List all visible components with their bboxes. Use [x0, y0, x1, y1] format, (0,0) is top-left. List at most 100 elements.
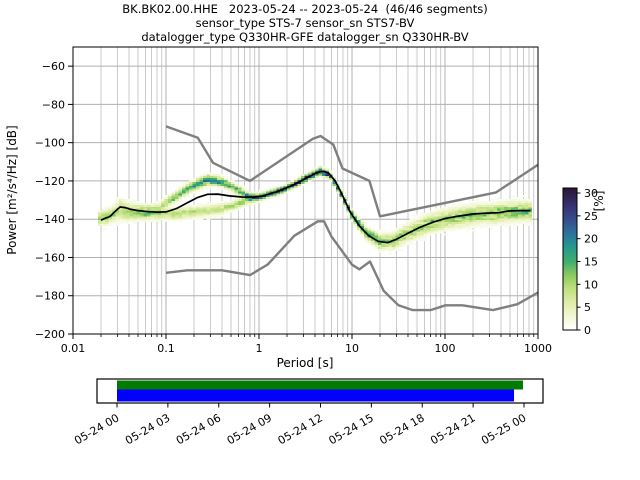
- histogram-cell: [475, 201, 480, 203]
- histogram-cell: [433, 225, 438, 228]
- histogram-cell: [220, 208, 225, 211]
- histogram-cell: [227, 202, 232, 205]
- title-line3: datalogger_type Q330HR-GFE datalogger_sn…: [141, 30, 468, 44]
- histogram-cell: [371, 227, 375, 230]
- histogram-cell: [374, 233, 379, 236]
- histogram-cell: [108, 210, 113, 213]
- histogram-cell: [206, 201, 211, 203]
- histogram-cell: [269, 195, 274, 198]
- histogram-cell: [196, 185, 200, 188]
- histogram-cell: [412, 231, 417, 234]
- histogram-cell: [329, 172, 333, 175]
- histogram-cell: [489, 214, 494, 217]
- histogram-cell: [238, 189, 242, 192]
- histogram-cell: [433, 218, 438, 221]
- histogram-cell: [486, 223, 491, 226]
- histogram-cell: [196, 189, 200, 192]
- histogram-cell: [528, 216, 532, 219]
- histogram-cell: [213, 181, 218, 184]
- histogram-cell: [199, 212, 204, 215]
- histogram-cell: [385, 239, 389, 242]
- histogram-cell: [164, 201, 169, 203]
- histogram-cell: [322, 166, 326, 169]
- histogram-cell: [440, 212, 445, 215]
- histogram-cell: [524, 199, 529, 202]
- histogram-cell: [447, 220, 452, 223]
- histogram-cell: [357, 222, 361, 224]
- histogram-cell: [364, 241, 368, 244]
- histogram-cell: [371, 243, 375, 246]
- histogram-cell: [447, 214, 452, 217]
- histogram-cell: [196, 187, 200, 190]
- y-tick-label: −80: [42, 98, 65, 111]
- histogram-cell: [472, 202, 477, 205]
- histogram-cell: [437, 212, 442, 215]
- histogram-cell: [465, 202, 470, 205]
- histogram-cell: [189, 216, 193, 219]
- histogram-cell: [419, 212, 424, 215]
- histogram-cell: [336, 187, 340, 190]
- histogram-cell: [290, 185, 295, 188]
- histogram-cell: [224, 208, 228, 211]
- histogram-cell: [371, 235, 375, 238]
- histogram-cell: [374, 241, 379, 244]
- histogram-cell: [164, 212, 169, 215]
- histogram-cell: [458, 220, 463, 223]
- histogram-cell: [395, 245, 400, 247]
- histogram-cell: [171, 202, 176, 205]
- histogram-cell: [210, 214, 214, 217]
- histogram-cell: [315, 174, 319, 177]
- histogram-cell: [143, 212, 148, 215]
- histogram-cell: [451, 208, 456, 211]
- histogram-cell: [98, 216, 102, 219]
- histogram-cell: [507, 218, 511, 221]
- histogram-cell: [238, 206, 242, 209]
- histogram-cell: [409, 243, 414, 246]
- histogram-cell: [262, 189, 267, 192]
- histogram-cell: [238, 193, 242, 196]
- histogram-cell: [161, 208, 165, 211]
- histogram-cell: [388, 231, 393, 234]
- histogram-cell: [175, 220, 179, 223]
- histogram-cell: [398, 225, 403, 228]
- histogram-cell: [161, 218, 165, 221]
- histogram-cell: [252, 191, 256, 194]
- histogram-cell: [241, 193, 246, 196]
- histogram-cell: [213, 185, 218, 188]
- histogram-cell: [444, 206, 449, 209]
- histogram-cell: [475, 202, 480, 205]
- histogram-cell: [398, 233, 403, 236]
- timeline-tick-label: 05-24 00: [72, 411, 121, 447]
- histogram-cell: [213, 216, 218, 219]
- histogram-cell: [409, 220, 414, 223]
- histogram-cell: [322, 172, 326, 175]
- histogram-cell: [353, 210, 358, 213]
- histogram-cell: [496, 202, 501, 205]
- histogram-cell: [276, 187, 281, 190]
- histogram-cell: [510, 206, 515, 209]
- histogram-cell: [133, 220, 137, 223]
- histogram-cell: [395, 235, 400, 238]
- histogram-cell: [304, 172, 309, 175]
- histogram-cell: [360, 231, 365, 234]
- histogram-cell: [245, 197, 249, 200]
- timeline-tick-label: 05-24 09: [225, 411, 274, 447]
- histogram-cell: [416, 216, 421, 219]
- histogram-cell: [465, 222, 470, 224]
- histogram-cell: [430, 229, 435, 232]
- histogram-cell: [385, 248, 389, 251]
- histogram-cell: [329, 178, 333, 180]
- histogram-cell: [465, 212, 470, 215]
- histogram-cell: [468, 204, 473, 207]
- histogram-cell: [220, 183, 225, 186]
- histogram-cell: [206, 214, 211, 217]
- histogram-cell: [122, 208, 127, 211]
- histogram-cell: [437, 208, 442, 211]
- histogram-cell: [468, 218, 473, 221]
- histogram-cell: [381, 246, 386, 249]
- histogram-cell: [524, 214, 529, 217]
- histogram-cell: [196, 176, 200, 179]
- histogram-cell: [458, 206, 463, 209]
- histogram-cell: [398, 241, 403, 244]
- histogram-cell: [454, 218, 459, 221]
